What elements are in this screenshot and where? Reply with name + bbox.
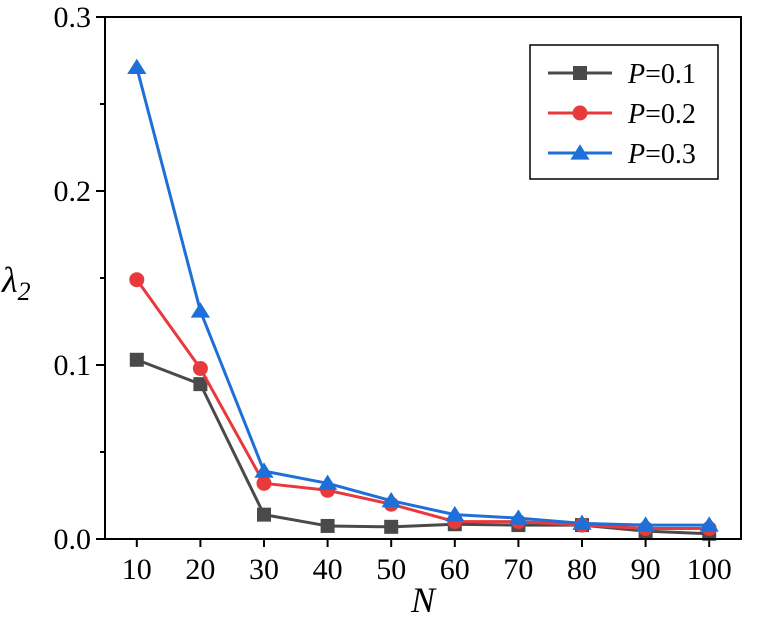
legend-marker [573,66,587,80]
legend: P=0.1P=0.2P=0.3 [529,44,719,180]
legend-item: P=0.2 [548,99,696,130]
legend-label-value: =0.1 [645,59,696,90]
data-point [384,519,399,534]
plot-frame [104,16,742,540]
x-tick-label: 90 [631,553,661,586]
legend-label: P=0.2 [627,99,696,130]
data-point [129,272,145,288]
x-tick-label: 40 [313,553,343,586]
x-tick-label: 10 [122,553,152,586]
data-point [129,352,144,367]
legend-label: P=0.1 [627,59,696,90]
data-point [190,302,211,318]
series-line [135,67,710,527]
legend-marker [570,144,590,160]
x-tick-label: 100 [687,553,732,586]
y-tick-label: 0.1 [54,349,92,382]
y-axis-title-subscript: 2 [18,277,31,306]
data-point [193,377,208,392]
legend-label-variable: P [627,99,645,130]
x-tick-label: 80 [567,553,597,586]
data-point [192,360,208,376]
legend-item: P=0.3 [548,139,696,170]
y-axis-title-symbol: λ [1,260,18,300]
series-2 [129,272,717,537]
legend-label-variable: P [627,59,645,90]
series-line [135,278,710,531]
data-point [508,509,529,525]
x-tick-label: 70 [503,553,533,586]
series-3 [127,58,719,532]
x-tick-label: 30 [249,553,279,586]
data-point [317,474,338,490]
data-point [320,518,335,533]
data-point [445,505,465,522]
legend-label-variable: P [627,139,645,170]
data-point [635,516,656,532]
y-axis-title: λ2 [1,260,31,306]
legend-item: P=0.1 [548,59,696,90]
x-tick-label: 50 [376,553,406,586]
data-point [257,507,271,522]
x-tick-label: 20 [185,553,215,586]
legend-label-value: =0.2 [645,99,696,130]
y-tick-label: 0.2 [54,175,92,208]
legend-label: P=0.3 [627,139,696,170]
data-point [127,58,147,75]
x-tick-label: 60 [440,553,470,586]
y-tick-label: 0.3 [54,1,92,34]
data-point [699,516,719,532]
legend-marker [572,105,588,121]
axis-ticks: 10 20 30 40 50 60 70 80 90 100 0.0 0.1 0.2 0.3 [54,1,732,586]
x-axis-title: N [410,580,437,619]
data-point [572,514,592,530]
series-layer [127,58,719,541]
data-point [256,475,272,491]
y-tick-label: 0.0 [54,523,92,556]
data-point [254,462,274,478]
data-point [381,491,401,508]
legend-label-value: =0.3 [645,139,696,170]
